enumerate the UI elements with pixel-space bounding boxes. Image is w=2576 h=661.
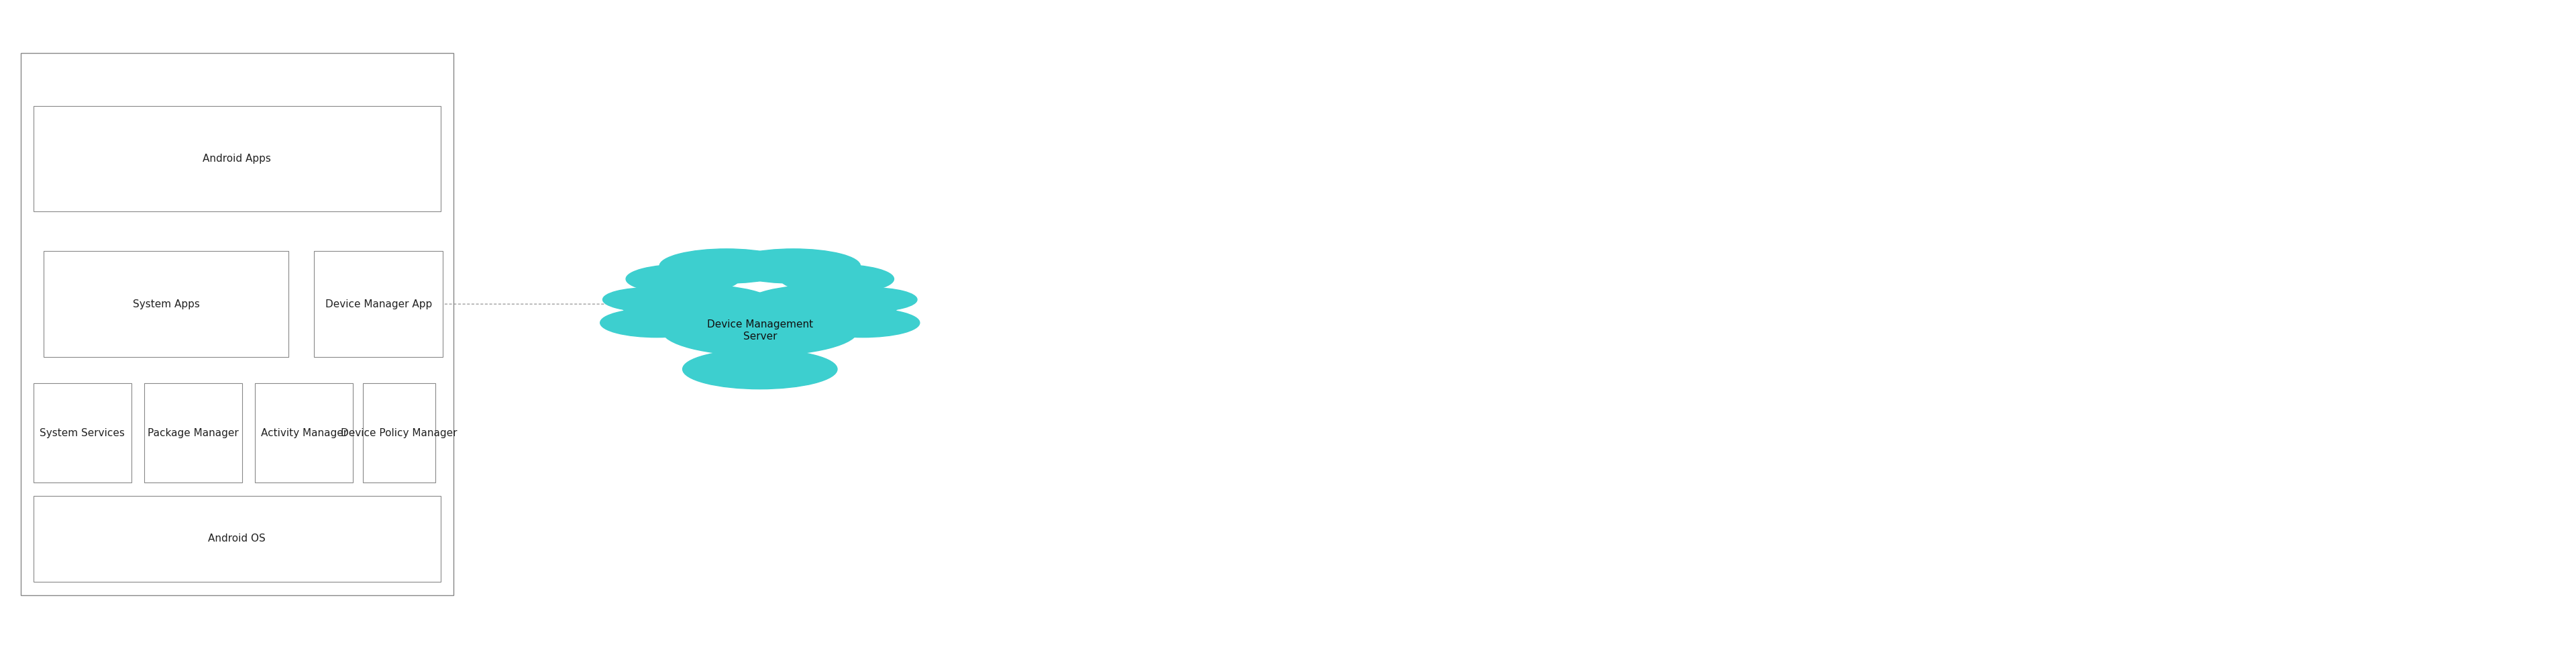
Text: Device Management
Server: Device Management Server bbox=[706, 320, 814, 341]
FancyBboxPatch shape bbox=[33, 496, 440, 582]
Circle shape bbox=[626, 264, 739, 293]
Text: System Services: System Services bbox=[39, 428, 126, 438]
FancyBboxPatch shape bbox=[33, 106, 440, 212]
Circle shape bbox=[659, 249, 793, 284]
Circle shape bbox=[683, 349, 837, 389]
Circle shape bbox=[824, 288, 917, 311]
Text: Device Manager App: Device Manager App bbox=[325, 299, 433, 309]
Text: Activity Manager: Activity Manager bbox=[260, 428, 348, 438]
Text: Android Apps: Android Apps bbox=[204, 153, 270, 164]
Circle shape bbox=[603, 288, 696, 311]
Circle shape bbox=[662, 305, 858, 356]
Circle shape bbox=[806, 308, 920, 337]
Circle shape bbox=[600, 308, 714, 337]
Circle shape bbox=[726, 249, 860, 284]
FancyBboxPatch shape bbox=[144, 383, 242, 483]
Circle shape bbox=[781, 264, 894, 293]
Text: Package Manager: Package Manager bbox=[147, 428, 240, 438]
FancyBboxPatch shape bbox=[44, 251, 289, 357]
FancyBboxPatch shape bbox=[21, 53, 453, 595]
Text: Android OS: Android OS bbox=[209, 533, 265, 544]
Circle shape bbox=[621, 285, 775, 325]
Text: System Apps: System Apps bbox=[131, 299, 201, 309]
FancyBboxPatch shape bbox=[314, 251, 443, 357]
Circle shape bbox=[744, 285, 899, 325]
FancyBboxPatch shape bbox=[33, 383, 131, 483]
Text: Device Policy Manager: Device Policy Manager bbox=[340, 428, 459, 438]
FancyBboxPatch shape bbox=[363, 383, 435, 483]
FancyBboxPatch shape bbox=[255, 383, 353, 483]
